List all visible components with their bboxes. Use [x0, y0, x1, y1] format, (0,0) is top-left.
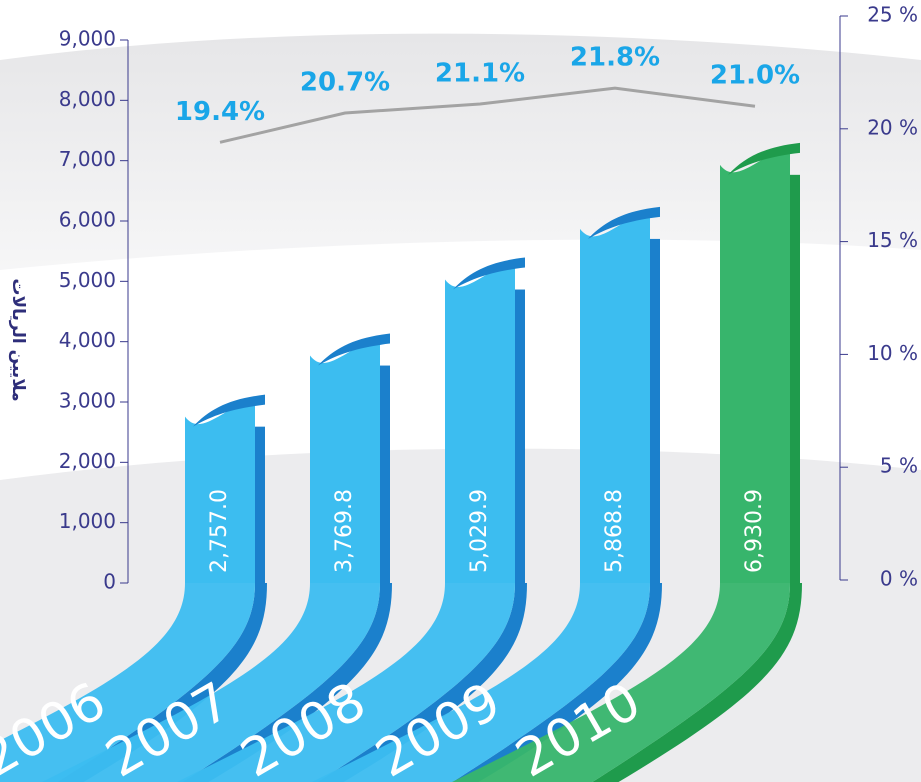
y-tick-label: 9,000 [59, 27, 116, 51]
value-label: 2,757.0 [207, 489, 232, 573]
bar-top [453, 257, 525, 290]
bar-top [728, 142, 800, 175]
y-tick-label: 0 [103, 570, 116, 594]
bar-side [790, 174, 800, 583]
background-band [0, 33, 921, 271]
y-tick-label: 7,000 [59, 147, 116, 171]
y2-tick-label: 0 % [880, 567, 918, 591]
y-tick-label: 1,000 [59, 509, 116, 533]
y2-tick-label: 25 % [867, 3, 918, 27]
bar-top [193, 394, 265, 427]
y-tick-label: 6,000 [59, 208, 116, 232]
data-label: 21.0% [710, 61, 800, 91]
data-label: 21.1% [435, 58, 525, 88]
ribbon [452, 583, 790, 782]
bar [445, 259, 515, 583]
y2-tick-label: 20 % [867, 115, 918, 139]
ribbon [0, 583, 255, 782]
bar-top [588, 206, 660, 239]
ribbon [312, 583, 650, 782]
y2-tick-label: 5 % [880, 454, 918, 478]
bar [185, 396, 255, 583]
bar-side [515, 289, 525, 583]
data-label: 19.4% [175, 97, 265, 127]
y-tick-label: 8,000 [59, 87, 116, 111]
y-tick-label: 5,000 [59, 268, 116, 292]
y-tick-label: 2,000 [59, 449, 116, 473]
line [219, 86, 756, 144]
data-label: 21.8% [570, 43, 660, 73]
bar-side [255, 426, 265, 583]
bar [310, 335, 380, 583]
bar-side [380, 365, 390, 583]
bar-top [318, 333, 390, 366]
value-label: 5,868.8 [602, 489, 627, 573]
bars: 2,757.0 3,769.8 5,029.9 5,868.8 6,930.9 [185, 142, 800, 584]
ribbon [42, 583, 380, 782]
data-label: 20.7% [300, 68, 390, 98]
bar-side [650, 238, 660, 584]
value-label: 6,930.9 [742, 489, 767, 573]
y-tick-label: 4,000 [59, 328, 116, 352]
value-label: 5,029.9 [467, 489, 492, 573]
ribbon [177, 583, 515, 782]
bar [720, 144, 790, 583]
y2-tick-label: 15 % [867, 228, 918, 252]
y-axis-title: ملايين الريالات [8, 278, 28, 401]
bar [580, 208, 650, 583]
y2-tick-label: 10 % [867, 341, 918, 365]
y-tick-label: 3,000 [59, 389, 116, 413]
value-label: 3,769.8 [332, 489, 357, 573]
